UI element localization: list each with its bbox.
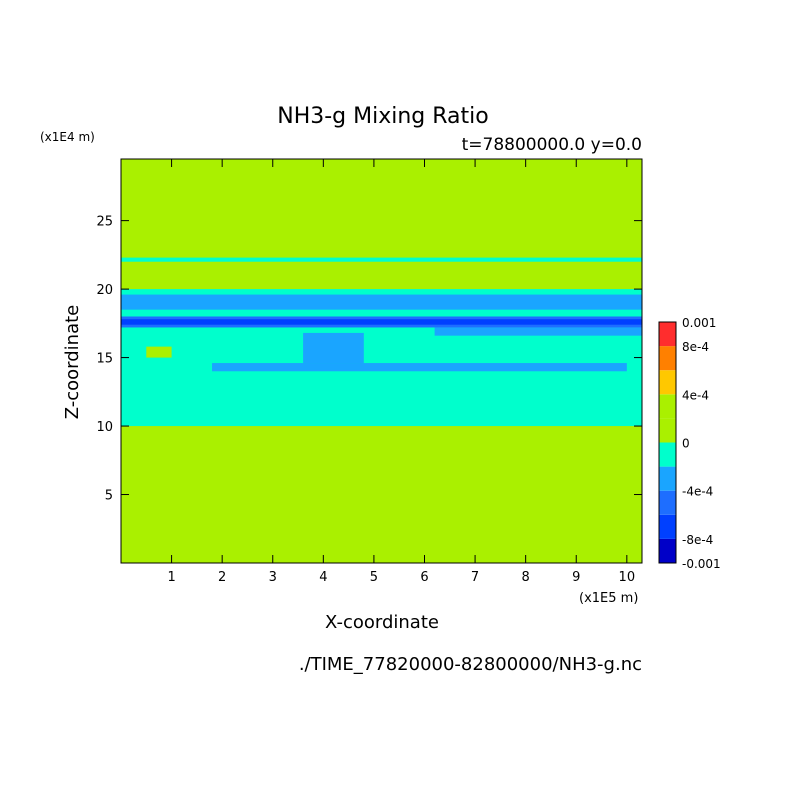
y-tick-label-25: 25 (96, 215, 113, 230)
y-axis-label: Z-coordinate (62, 305, 83, 420)
colorbar-level-0 (659, 538, 676, 563)
contour-band-0 (121, 257, 642, 262)
colorbar-label-3: 0 (682, 437, 690, 451)
colorbar-label-5: -8e-4 (682, 533, 713, 547)
z-unit-label: (x1E4 m) (40, 130, 95, 144)
x-tick-label-4: 4 (319, 570, 327, 585)
colorbar-frame (658, 321, 677, 564)
colorbar-level-8 (659, 346, 676, 371)
axes: 1 2 3 4 5 6 7 8 9 10 5 10 15 20 25 (96, 158, 643, 585)
y-tick-label-15: 15 (96, 352, 113, 367)
contour-band-6 (303, 332, 364, 364)
x-tick-label-1: 1 (167, 570, 175, 585)
y-tick-label-10: 10 (96, 420, 113, 435)
x-tick-label-6: 6 (420, 570, 428, 585)
x-tick-label-8: 8 (522, 570, 530, 585)
x-axis-label: X-coordinate (325, 612, 439, 633)
contour-band-1 (121, 289, 642, 427)
colorbar-label-2: 4e-4 (682, 388, 709, 402)
x-tick-label-10: 10 (619, 570, 636, 585)
colorbar-level-6 (659, 394, 676, 419)
colorbar-level-2 (659, 490, 676, 515)
y-tick-label-20: 20 (96, 283, 113, 298)
x-tick-label-5: 5 (370, 570, 378, 585)
contour-band-5 (212, 363, 627, 372)
y-tick-label-5: 5 (105, 489, 113, 504)
colorbar-level-1 (659, 514, 676, 539)
contour-band-3 (121, 319, 642, 325)
colorbar-label-4: -4e-4 (682, 485, 713, 499)
colorbar-level-5 (659, 418, 676, 443)
x-tick-label-2: 2 (218, 570, 226, 585)
chart-title: NH3-g Mixing Ratio (277, 104, 489, 129)
colorbar: 0.001 8e-4 4e-4 0 -4e-4 -8e-4 -0.001 (658, 316, 721, 571)
colorbar-label-1: 8e-4 (682, 340, 709, 354)
colorbar-level-3 (659, 466, 676, 491)
colorbar-level-9 (659, 322, 676, 347)
colorbar-level-7 (659, 370, 676, 395)
x-tick-label-3: 3 (269, 570, 277, 585)
colorbar-label-6: -0.001 (682, 557, 721, 571)
x-tick-label-9: 9 (572, 570, 580, 585)
chart-subtitle: t=78800000.0 y=0.0 (462, 135, 642, 155)
plot-frame (120, 158, 643, 564)
colorbar-level-4 (659, 442, 676, 467)
plot-area (121, 159, 642, 563)
x-unit-label: (x1E5 m) (579, 591, 638, 606)
x-tick-label-7: 7 (471, 570, 479, 585)
contour-band-8 (121, 294, 642, 310)
contour-band-4 (434, 327, 642, 336)
contour-band-7 (146, 346, 172, 358)
file-path-footer: ./TIME_77820000-82800000/NH3-g.nc (299, 654, 642, 675)
colorbar-label-0: 0.001 (682, 316, 716, 330)
